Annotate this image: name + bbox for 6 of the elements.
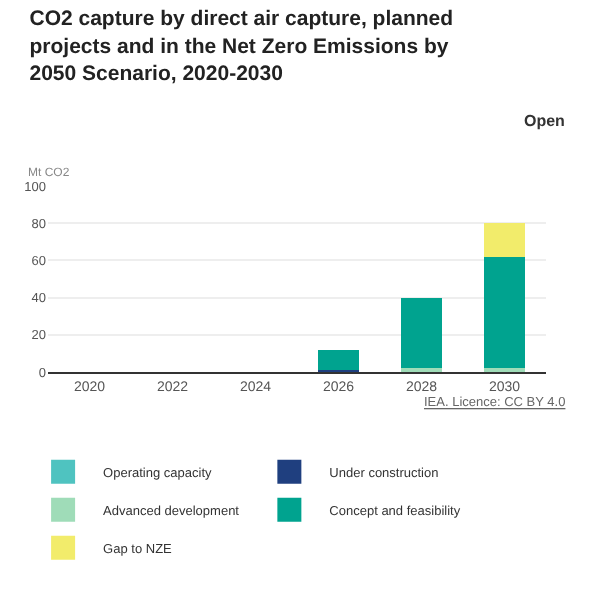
- text: Open: [524, 112, 566, 130]
- bar: [483, 223, 526, 257]
- bar: [400, 297, 443, 369]
- chart-title: CO2 capture by direct air capture, planned projects and in the Net Zero Emissions by 2050 Scenario, 2020-2030: [29, 7, 454, 86]
- bar: [317, 349, 360, 371]
- bar: [483, 256, 526, 369]
